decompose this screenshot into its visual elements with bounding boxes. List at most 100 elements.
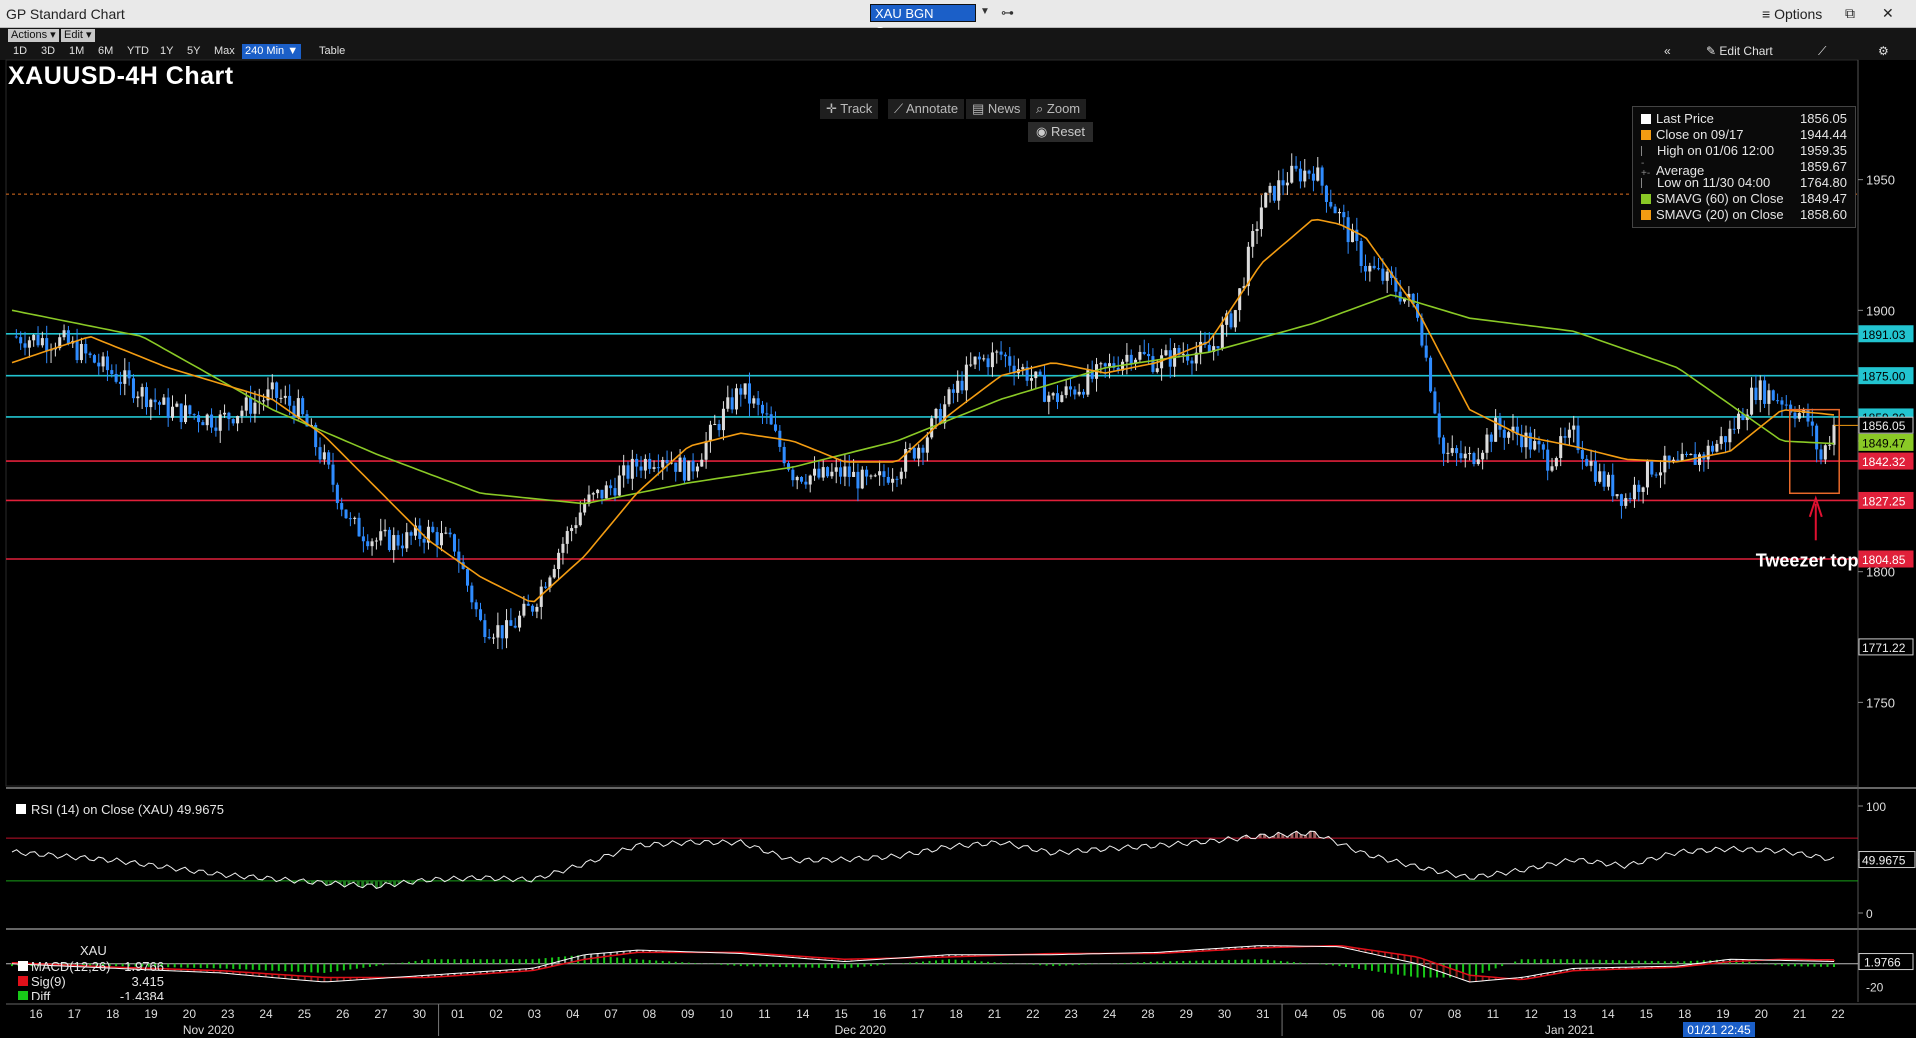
candle-body [292,405,296,418]
range-ytd[interactable]: YTD [127,45,149,57]
candle-body [19,337,23,344]
news-button[interactable]: ▤ News [966,99,1027,119]
candle-body [1355,229,1359,241]
edit-chart-button[interactable]: ✎ Edit Chart [1706,44,1773,58]
candle-body [1099,363,1103,365]
candle-body [548,577,552,588]
options-label: Options [1774,6,1823,22]
legend-label: High on 01/06 12:00 [1657,143,1775,158]
ticker-dropdown-icon[interactable]: ▼ [980,6,990,17]
candle-body [335,484,339,504]
zoom-button[interactable]: ⌕ Zoom [1030,99,1087,119]
macd-line [11,945,1835,983]
candle-body [1264,192,1268,208]
candle-body [795,476,799,481]
candle-body [609,485,613,489]
candle-body [1684,453,1689,455]
x-tick-label: 02 [489,1007,503,1021]
candle-body [1767,390,1771,404]
reset-button[interactable]: ◉ Reset [1028,122,1093,142]
table-button[interactable]: Table [319,45,346,57]
candle-body [218,414,222,431]
candle-body [843,466,847,477]
candle-body [1546,449,1550,471]
candle-body [860,469,864,489]
x-month-label: Nov 2020 [183,1023,235,1037]
annotate-button[interactable]: ⟋ Annotate [888,99,965,119]
candle-body [1212,346,1216,352]
track-button[interactable]: ✛ Track [820,99,879,119]
candle-body [1229,313,1233,328]
candle-body [192,414,196,416]
range-3d[interactable]: 3D [41,45,56,57]
candle-body [626,465,630,479]
candle-body [1429,357,1433,392]
candle-body [71,340,75,344]
legend-value: 1858.60 [1800,207,1847,222]
options-menu[interactable]: ≡ Options [1762,6,1823,22]
range-max[interactable]: Max [214,45,235,57]
menu-bar: Actions ▾ Edit ▾ [0,28,1916,43]
collapse-icon[interactable]: « [1664,44,1671,58]
candle-body [613,488,617,496]
news-label: News [987,101,1021,116]
range-1y[interactable]: 1Y [160,45,174,57]
candle-body [834,467,838,472]
range-5y[interactable]: 5Y [187,45,201,57]
candle-body [262,400,266,402]
candle-body [1515,426,1519,435]
candle-body [366,541,370,547]
sig-row-label: Sig(9) [31,974,66,989]
candle-body [513,625,517,628]
candle-body [296,398,300,418]
range-1d[interactable]: 1D [13,45,28,57]
candle-body [665,459,669,464]
range-240min[interactable]: 240 Min ▼ [242,44,302,59]
candle-body [635,458,639,467]
range-6m[interactable]: 6M [98,45,114,57]
candle-body [53,348,57,350]
candle-body [1008,356,1012,366]
candle-body [361,536,365,542]
candle-body [331,464,335,485]
candle-body [1108,363,1112,367]
x-tick-label: 23 [1065,1007,1079,1021]
axis-badge [1858,638,1914,656]
candle-body [214,427,218,431]
candle-body [1233,310,1237,328]
x-tick-label: 26 [336,1007,350,1021]
edit-menu[interactable]: Edit ▾ [61,29,95,42]
restore-icon[interactable]: ⧉ [1845,5,1855,21]
link-icon[interactable]: ⊶ [1001,5,1014,20]
candle-body [539,586,543,607]
candle-body [1567,429,1571,438]
candle-body [1450,448,1454,453]
candle-body [244,397,248,411]
legend-value: 1856.05 [1800,111,1847,126]
range-1m[interactable]: 1M [69,45,85,57]
candle-body [1810,421,1814,426]
draw-icon[interactable]: ⟋ [1818,44,1827,58]
actions-menu[interactable]: Actions ▾ [8,29,59,42]
x-tick-label: 14 [1601,1007,1615,1021]
candle-body [1463,453,1467,459]
x-tick-label: 11 [1487,1007,1500,1021]
candle-body [1706,445,1710,460]
close-icon[interactable]: ✕ [1882,5,1894,21]
settings-icon[interactable]: ⚙ [1878,44,1889,58]
candle-body [236,415,240,424]
candle-body [596,489,600,494]
ticker-input[interactable]: XAU BGN Curncy [870,4,976,39]
candle-body [1389,271,1394,278]
candle-body [1776,400,1780,402]
candle-body [483,620,487,638]
candle-body [1272,185,1276,201]
candle-body [210,414,214,428]
candle-body [465,568,470,586]
candle-body [522,603,526,616]
candle-body [769,414,773,425]
candle-body [348,518,352,520]
candle-body [1676,459,1680,461]
candle-body [431,526,435,533]
